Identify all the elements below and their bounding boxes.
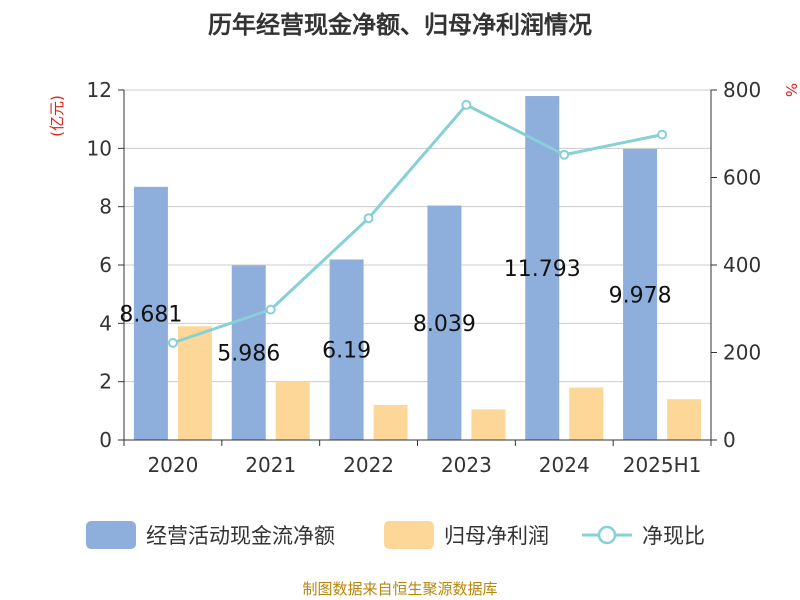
left-tick-label: 4 [99, 311, 112, 335]
axes: 0 2 4 6 8 10 12 0 200 400 600 800 2020 2021 2022 2023 20… [87, 78, 762, 477]
cashflow-bar [525, 96, 560, 440]
ratio-line [167, 99, 668, 348]
right-tick-label: 800 [723, 78, 761, 102]
chart-title: 历年经营现金净额、归母净利润情况 [208, 11, 592, 39]
left-axis-unit: (亿元) [48, 95, 66, 137]
left-tick-label: 12 [87, 78, 112, 102]
legend-cashflow-swatch [86, 521, 136, 549]
profit-bar [667, 399, 702, 440]
source-note: 制图数据来自恒生聚源数据库 [302, 580, 497, 598]
ratio-point [265, 304, 276, 315]
ratio-point [461, 99, 472, 110]
bar-data-label: 11.793 [504, 257, 581, 282]
left-tick-label: 6 [99, 253, 112, 277]
bar-data-label: 9.978 [609, 283, 672, 308]
profit-bar [373, 405, 408, 440]
cashflow-bar [329, 259, 364, 440]
right-tick-label: 0 [723, 428, 736, 452]
cashflow-bar [623, 148, 658, 440]
x-tick-label: 2023 [441, 453, 492, 477]
bar-data-label: 5.986 [217, 342, 280, 367]
bars [133, 96, 702, 440]
legend: 经营活动现金流净额 归母净利润 净现比 [86, 521, 705, 549]
grid-lines [124, 89, 711, 441]
cashflow-bar [231, 265, 266, 440]
ratio-point [657, 129, 668, 140]
legend-cashflow-label: 经营活动现金流净额 [146, 524, 335, 548]
left-tick-label: 10 [87, 136, 112, 160]
profit-bar [275, 381, 310, 440]
profit-bar [471, 409, 506, 440]
legend-ratio-marker [597, 525, 617, 545]
legend-ratio-label: 净现比 [642, 524, 705, 548]
x-tick-label: 2022 [343, 453, 394, 477]
bar-data-label: 8.681 [119, 302, 182, 327]
x-tick-label: 2024 [539, 453, 590, 477]
right-tick-label: 200 [723, 341, 761, 365]
legend-profit-swatch [384, 521, 434, 549]
profit-bar [177, 326, 212, 440]
left-tick-label: 2 [99, 370, 112, 394]
x-tick-label: 2021 [245, 453, 296, 477]
right-tick-label: 400 [723, 253, 761, 277]
bar-data-label: 6.19 [322, 339, 371, 364]
x-tick-label: 2025H1 [623, 453, 702, 477]
ratio-line-path [172, 103, 663, 345]
cashflow-bar [133, 186, 168, 440]
left-tick-label: 8 [99, 195, 112, 219]
ratio-point [363, 213, 374, 224]
profit-bar [569, 387, 604, 440]
data-labels: 8.681 5.986 6.19 8.039 11.793 9.978 [119, 257, 671, 367]
left-tick-label: 0 [99, 428, 112, 452]
bar-data-label: 8.039 [413, 312, 476, 337]
legend-profit-label: 归母净利润 [444, 524, 549, 548]
ratio-point [559, 149, 570, 160]
x-tick-label: 2020 [147, 453, 198, 477]
ratio-point [167, 337, 178, 348]
cashflow-bar [427, 205, 462, 440]
right-axis-unit: % [782, 83, 800, 97]
right-tick-label: 600 [723, 166, 761, 190]
